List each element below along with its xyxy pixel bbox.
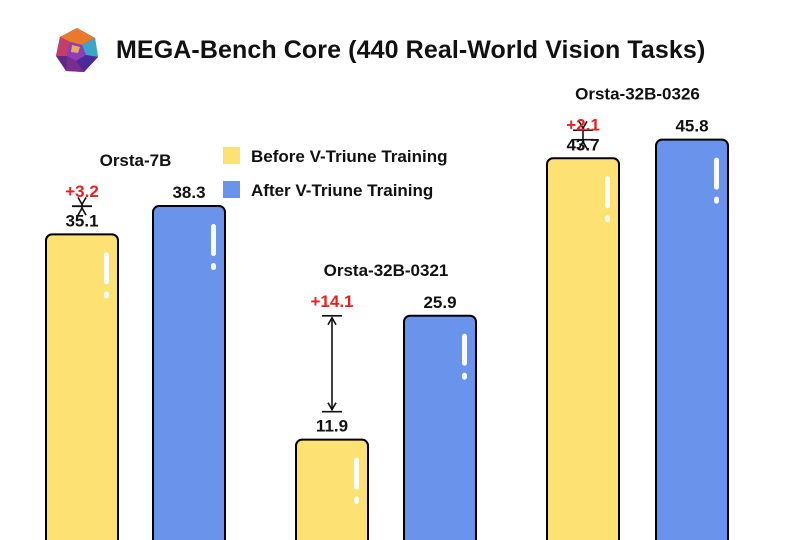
gain-label-3: +2.1 (566, 116, 600, 135)
category-label-1: Orsta-7B (100, 151, 172, 170)
value-label-after-1: 38.3 (172, 183, 205, 202)
bar-after-1 (152, 205, 226, 540)
chart-header: MEGA-Bench Core (440 Real-World Vision T… (52, 22, 705, 78)
legend-label-1: Before V-Triune Training (251, 147, 447, 166)
bar-highlight-dot (605, 215, 610, 223)
value-label-after-2: 25.9 (423, 293, 456, 312)
value-label-after-3: 45.8 (675, 117, 708, 136)
bar-highlight-dot (211, 263, 216, 271)
bar-highlight (354, 457, 359, 490)
gain-arrowhead-up (578, 140, 588, 150)
gain-arrowhead-up (77, 206, 87, 216)
bar-highlight (714, 157, 719, 190)
bar-highlight-dot (462, 372, 467, 380)
gain-arrowhead-up (327, 316, 337, 326)
bar-highlight-dot (354, 496, 359, 504)
legend-label-2: After V-Triune Training (251, 181, 433, 200)
gain-label-2: +14.1 (310, 292, 353, 311)
bar-before-3 (546, 157, 620, 540)
bar-before-2 (295, 438, 369, 540)
category-label-2: Orsta-32B-0321 (324, 261, 449, 280)
chart-title: MEGA-Bench Core (440 Real-World Vision T… (116, 35, 706, 64)
gain-arrowhead-down (327, 402, 337, 412)
bar-before-1 (45, 233, 119, 540)
crystal-gem-icon (56, 28, 98, 72)
value-label-before-1: 35.1 (65, 211, 98, 230)
bar-highlight-dot (104, 291, 109, 299)
gain-label-1: +3.2 (65, 182, 99, 201)
gain-arrowhead-down (77, 196, 87, 206)
bar-highlight (211, 224, 216, 257)
bar-highlight (605, 176, 610, 209)
bar-highlight (104, 252, 109, 285)
legend-swatch-2 (223, 181, 240, 198)
value-label-before-2: 11.9 (316, 417, 348, 436)
bar-highlight (462, 333, 467, 366)
bar-highlight-dot (714, 196, 719, 204)
legend-swatch-1 (223, 147, 240, 164)
gain-arrowhead-down (578, 120, 588, 130)
bar-after-3 (655, 138, 729, 540)
category-label-3: Orsta-32B-0326 (575, 85, 700, 104)
bar-after-2 (403, 314, 477, 540)
